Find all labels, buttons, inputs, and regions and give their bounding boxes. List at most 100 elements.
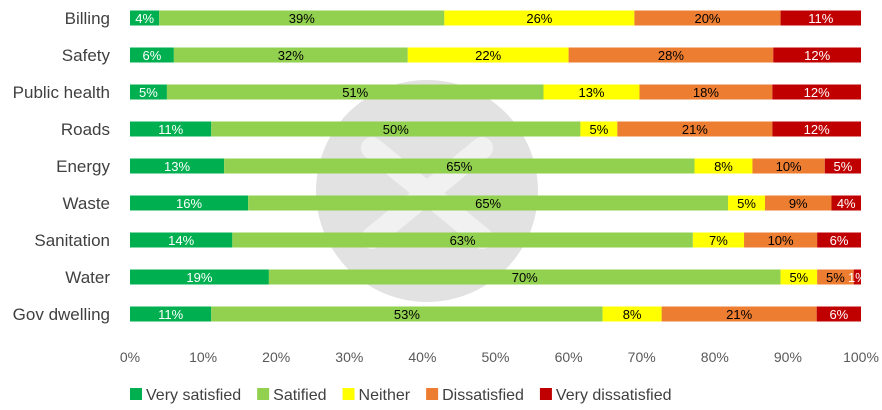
- bar-segment: [744, 232, 818, 248]
- bar-segment: [817, 269, 854, 285]
- bar-segment: [568, 47, 774, 63]
- bar-segment: [816, 306, 861, 322]
- category-label: Safety: [62, 46, 111, 65]
- x-tick-label: 70%: [628, 349, 656, 365]
- data-label: 12%: [804, 122, 830, 137]
- category-label: Gov dwelling: [13, 305, 110, 324]
- bar-segment: [752, 158, 825, 174]
- bar-segment: [232, 232, 693, 248]
- data-label: 5%: [737, 196, 756, 211]
- category-label: Billing: [65, 9, 110, 28]
- x-tick-label: 40%: [408, 349, 436, 365]
- data-label: 16%: [176, 196, 202, 211]
- data-label: 53%: [394, 307, 420, 322]
- x-tick-label: 10%: [189, 349, 217, 365]
- data-label: 8%: [714, 159, 733, 174]
- data-label: 65%: [475, 196, 501, 211]
- data-label: 5%: [789, 270, 808, 285]
- data-label: 28%: [658, 48, 684, 63]
- bar-segment: [166, 84, 544, 100]
- bar-segment: [780, 269, 818, 285]
- legend-swatch: [342, 388, 355, 400]
- data-label: 13%: [578, 85, 604, 100]
- data-label: 26%: [526, 11, 552, 26]
- bar-segment: [130, 10, 160, 26]
- bar-segment: [130, 47, 174, 63]
- bar-segment: [602, 306, 662, 322]
- bar-segment: [211, 306, 603, 322]
- data-label: 5%: [826, 270, 845, 285]
- data-label: 12%: [804, 48, 830, 63]
- data-label: 14%: [168, 233, 194, 248]
- legend: Very satisfied Satified Neither Dissatisfie…: [130, 387, 672, 404]
- data-label: 70%: [512, 270, 538, 285]
- x-tick-label: 20%: [262, 349, 290, 365]
- data-label: 5%: [139, 85, 158, 100]
- category-label: Public health: [13, 83, 110, 102]
- data-label: 6%: [143, 48, 162, 63]
- bar-segment: [159, 10, 445, 26]
- x-axis-ticks: 0% 10% 20% 30% 40% 50% 60% 70% 80% 90% 100%: [120, 349, 879, 365]
- data-label: 50%: [383, 122, 409, 137]
- data-label: 12%: [804, 85, 830, 100]
- data-label: 32%: [278, 48, 304, 63]
- bar-segment: [831, 195, 861, 211]
- bar-segment: [765, 195, 832, 211]
- bar-segment: [130, 158, 225, 174]
- data-label: 5%: [834, 159, 853, 174]
- category-label: Sanitation: [34, 231, 110, 250]
- bar-segment: [772, 121, 861, 137]
- category-label: Waste: [62, 194, 110, 213]
- bar-segment: [268, 269, 781, 285]
- legend-swatch: [539, 388, 552, 400]
- bar-segment: [543, 84, 640, 100]
- bar-segment: [407, 47, 569, 63]
- watermark-logo: [316, 80, 538, 302]
- bar-segment: [728, 195, 766, 211]
- data-label: 21%: [726, 307, 752, 322]
- data-label: 11%: [808, 11, 833, 26]
- legend-item-label: Very dissatisfied: [556, 387, 672, 404]
- bar-segment: [580, 121, 618, 137]
- legend-swatch: [426, 388, 439, 400]
- x-tick-label: 100%: [843, 349, 879, 365]
- data-label: 9%: [789, 196, 808, 211]
- bar-segment: [694, 158, 753, 174]
- bar-segment: [824, 158, 861, 174]
- bar-segment: [130, 232, 233, 248]
- data-label: 65%: [446, 159, 472, 174]
- bar-segment: [617, 121, 773, 137]
- x-tick-label: 0%: [120, 349, 140, 365]
- data-label: 4%: [837, 196, 856, 211]
- bar-segment: [692, 232, 745, 248]
- bar-segment: [773, 47, 861, 63]
- bar-segment: [211, 121, 581, 137]
- bar-segment: [130, 84, 167, 100]
- data-label: 63%: [450, 233, 476, 248]
- legend-item-label: Dissatisfied: [442, 387, 524, 404]
- data-label: 13%: [164, 159, 190, 174]
- data-label: 21%: [682, 122, 708, 137]
- bar-segment: [173, 47, 408, 63]
- x-tick-label: 60%: [555, 349, 583, 365]
- data-label: 19%: [186, 270, 212, 285]
- bar-segment: [130, 306, 212, 322]
- bar-segment: [772, 84, 861, 100]
- data-label: 11%: [158, 122, 183, 137]
- bar-segment: [130, 269, 269, 285]
- bar-area: 4% 39% 26% 20% 11% 6% 32% 22% 28% 12% 5% 51% 13% 18% 1…: [130, 10, 867, 322]
- bar-segment: [853, 269, 861, 285]
- data-label: 5%: [589, 122, 608, 137]
- bar-segment: [444, 10, 635, 26]
- x-tick-label: 80%: [701, 349, 729, 365]
- legend-item-label: Very satisfied: [146, 387, 241, 404]
- bar-segment: [130, 121, 212, 137]
- data-label: 22%: [475, 48, 501, 63]
- data-label: 18%: [693, 85, 719, 100]
- data-label: 20%: [694, 11, 720, 26]
- data-label: 7%: [709, 233, 728, 248]
- bar-segment: [224, 158, 695, 174]
- data-label: 1%: [848, 270, 867, 285]
- bar-segment: [248, 195, 729, 211]
